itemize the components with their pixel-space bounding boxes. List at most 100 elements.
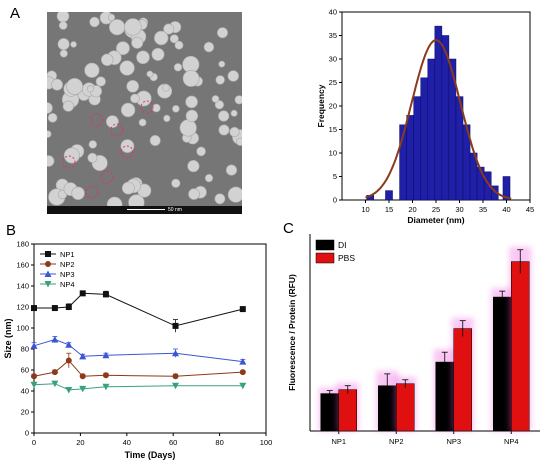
nanoparticle xyxy=(107,13,116,22)
size-x-tick-label: 80 xyxy=(215,438,223,447)
nanoparticle xyxy=(146,70,154,78)
histogram-x-tick-label: 10 xyxy=(361,205,369,214)
size-y-tick-label: 80 xyxy=(21,345,29,354)
scale-bar-line xyxy=(127,209,165,210)
data-point-np4 xyxy=(30,381,38,389)
histogram-bar xyxy=(427,58,436,201)
nanoparticle xyxy=(185,109,199,123)
nanoparticle xyxy=(236,137,242,146)
nanoparticle xyxy=(131,36,144,49)
nanoparticle xyxy=(59,49,68,58)
scale-bar-label: 50 nm xyxy=(168,207,182,213)
histogram-x-tick-label: 35 xyxy=(479,205,487,214)
nanoparticle-field xyxy=(47,12,242,209)
nanoparticle xyxy=(47,102,53,114)
data-point-np4 xyxy=(239,382,247,390)
nanoparticle xyxy=(229,126,240,138)
particle-marker xyxy=(85,185,99,199)
legend-swatch-pbs xyxy=(315,252,335,264)
fluorescence-chart: NP1 NP2 NP3 NP4 DI PBS Fluorescence / Protein … xyxy=(287,234,540,446)
nanoparticle xyxy=(70,41,77,48)
nanoparticle xyxy=(106,115,119,128)
nanoparticle xyxy=(47,113,58,123)
nanoparticle xyxy=(174,40,184,50)
nanoparticle xyxy=(152,103,161,113)
nanoparticle xyxy=(138,118,147,127)
data-point-np4 xyxy=(65,386,73,394)
nanoparticle xyxy=(86,85,94,93)
series-line-np4 xyxy=(33,383,243,391)
data-point-np3 xyxy=(172,349,180,357)
category-label-np1: NP1 xyxy=(331,437,346,446)
nanoparticle xyxy=(100,53,114,66)
nanoparticle xyxy=(172,105,180,113)
nanoparticle xyxy=(87,152,98,163)
histogram-x-tick-label: 40 xyxy=(502,205,510,214)
nanoparticle xyxy=(130,93,140,104)
histogram-y-tick-label: 35 xyxy=(329,31,337,40)
series-line-np1 xyxy=(34,292,243,327)
nanoparticle xyxy=(66,78,84,95)
data-point-np2 xyxy=(31,373,37,380)
histogram-bar xyxy=(406,115,414,201)
nanoparticle xyxy=(56,12,70,23)
nanoparticle xyxy=(136,50,150,65)
nanoparticle xyxy=(57,38,70,51)
size-y-tick-label: 40 xyxy=(21,387,29,396)
nanoparticle xyxy=(185,95,198,109)
histogram-y-tick-label: 20 xyxy=(329,102,337,111)
nanoparticle xyxy=(187,160,200,173)
nanoparticle xyxy=(88,140,97,149)
histogram-x-axis-label: Diameter (nm) xyxy=(407,215,464,225)
size-y-tick-label: 60 xyxy=(21,366,29,375)
data-point-np3 xyxy=(102,351,110,359)
nanoparticle xyxy=(230,109,238,117)
nanoparticle xyxy=(211,95,220,103)
nanoparticle xyxy=(149,135,161,147)
size-y-tick-label: 160 xyxy=(16,261,29,270)
data-point-np1 xyxy=(51,305,58,312)
data-point-np1 xyxy=(172,322,179,329)
data-point-np2 xyxy=(239,369,246,376)
nanoparticle xyxy=(173,63,183,72)
legend-marker-np3 xyxy=(44,270,52,277)
data-point-np4 xyxy=(79,385,87,393)
nanoparticle xyxy=(58,21,68,30)
legend-label-np3: NP3 xyxy=(60,270,75,279)
size-x-tick-label: 60 xyxy=(169,438,177,447)
series-line-np2 xyxy=(33,359,243,377)
size-x-tick-label: 40 xyxy=(123,438,131,447)
particle-marker xyxy=(100,170,114,184)
legend-swatch-di xyxy=(315,239,335,251)
nanoparticle xyxy=(153,30,169,46)
size-y-tick-label: 120 xyxy=(16,303,29,312)
bar-pbs-np1 xyxy=(338,389,357,432)
data-point-np1 xyxy=(65,304,72,310)
data-point-np3 xyxy=(65,341,73,348)
nanoparticle xyxy=(196,146,206,157)
fluorescence-y-axis-label: Fluorescence / Protein (RFU) xyxy=(287,274,297,391)
nanoparticle xyxy=(179,119,197,137)
size-y-tick-label: 20 xyxy=(21,408,29,417)
histogram-y-tick-label: 25 xyxy=(329,78,337,87)
legend-marker-np1 xyxy=(45,251,51,257)
histogram-y-axis-label: Frequency xyxy=(316,84,326,127)
nanoparticle xyxy=(215,75,225,85)
bar-di-np4 xyxy=(493,296,512,432)
nanoparticle xyxy=(51,78,64,91)
histogram-y-tick-label: 30 xyxy=(329,55,337,64)
size-y-tick-label: 140 xyxy=(16,282,29,291)
nanoparticle xyxy=(116,41,130,56)
nanoparticle xyxy=(95,76,106,87)
nanoparticle xyxy=(204,174,214,183)
nanoparticle xyxy=(126,80,139,93)
nanoparticle xyxy=(120,139,135,154)
particle-marker xyxy=(120,145,134,159)
particle-marker xyxy=(62,155,76,169)
histogram-bar xyxy=(502,176,511,201)
histogram-x-tick-label: 20 xyxy=(408,205,416,214)
particle-marker xyxy=(140,100,154,114)
data-point-np1 xyxy=(31,305,37,312)
size-x-tick-label: 0 xyxy=(32,438,36,447)
category-label-np3: NP3 xyxy=(446,437,461,446)
